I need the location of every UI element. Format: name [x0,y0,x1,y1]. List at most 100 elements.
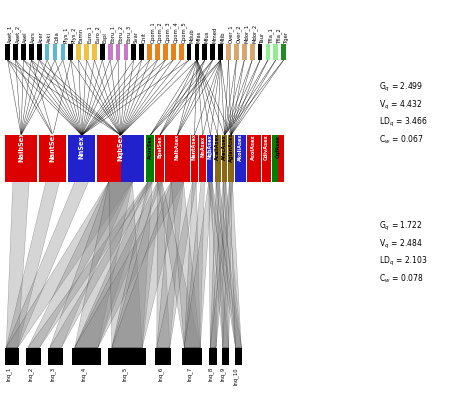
Text: Mdor_2: Mdor_2 [252,24,258,43]
Bar [139,45,144,60]
Text: LD$_{q}$ = 2.103: LD$_{q}$ = 2.103 [379,255,427,268]
Text: AfecAsex: AfecAsex [222,134,227,160]
Bar [76,45,81,60]
Bar [72,348,101,365]
Bar [68,45,73,60]
Text: G$_{q}$ = 2.499: G$_{q}$ = 2.499 [379,81,423,94]
Text: AglanAsex: AglanAsex [228,132,234,162]
Bar [108,45,112,60]
Bar [242,45,246,60]
Bar [273,158,278,182]
Polygon shape [209,182,216,348]
Bar [273,135,278,158]
Text: NantSex: NantSex [50,131,56,162]
Text: Aars: Aars [31,32,36,43]
Bar [226,45,231,60]
Text: Mtib: Mtib [220,32,226,43]
Bar [247,135,261,158]
Text: V$_{q}$ = 4.432: V$_{q}$ = 4.432 [379,98,422,112]
Polygon shape [28,182,132,348]
Text: Onit: Onit [142,32,147,43]
Text: Svar: Svar [134,32,139,43]
Text: Ebru_2: Ebru_2 [118,25,124,43]
Polygon shape [157,182,196,348]
Text: Taur: Taur [260,32,265,43]
Text: Tfla_2: Tfla_2 [276,28,282,43]
Polygon shape [112,182,183,348]
Bar [234,45,239,60]
Bar [155,158,164,182]
Bar [124,45,128,60]
Bar [29,45,34,60]
Text: AcallAsex: AcallAsex [215,133,220,160]
Text: Aaet_1: Aaet_1 [8,25,13,43]
Polygon shape [75,182,132,348]
Text: Euro_2: Euro_2 [94,26,100,43]
Bar [27,348,41,365]
Text: Inq_2: Inq_2 [28,367,34,381]
Polygon shape [216,182,228,348]
Text: AkoliAsex: AkoliAsex [238,133,243,161]
Text: Euro_1: Euro_1 [87,26,92,43]
Text: Inq_7: Inq_7 [187,367,192,381]
Polygon shape [157,182,170,348]
Text: Plys_1: Plys_1 [63,27,69,43]
Text: Opom_4: Opom_4 [173,22,179,43]
Bar [39,135,66,158]
Bar [273,45,278,60]
Text: Mmed: Mmed [213,27,218,43]
Bar [235,348,242,365]
Text: Tfla_1: Tfla_1 [268,28,273,43]
Bar [116,45,120,60]
Polygon shape [28,182,152,348]
Bar [179,45,183,60]
Polygon shape [6,182,29,348]
Text: NqbSex: NqbSex [118,133,124,161]
Bar [258,45,263,60]
Text: C$_{w}$ = 0.078: C$_{w}$ = 0.078 [379,272,423,285]
Text: CdivAsex: CdivAsex [264,134,269,160]
Polygon shape [171,182,200,348]
Polygon shape [223,182,232,348]
Text: CqfAsex: CqfAsex [275,136,281,158]
Bar [84,45,89,60]
Bar [210,348,217,365]
Polygon shape [157,182,183,348]
Text: Plys_2: Plys_2 [71,27,76,43]
Bar [235,135,246,158]
Bar [182,348,202,365]
Bar [53,45,57,60]
Bar [45,45,49,60]
Polygon shape [50,182,152,348]
Bar [5,45,10,60]
Polygon shape [184,182,212,348]
Polygon shape [75,182,183,348]
Bar [207,135,213,158]
Polygon shape [6,182,132,348]
Bar [199,135,206,158]
Text: AcuvSex: AcuvSex [148,135,153,159]
Polygon shape [112,182,152,348]
Bar [187,45,191,60]
Text: Ebru_3: Ebru_3 [126,25,132,43]
Text: AsolAsex: AsolAsex [251,134,256,160]
Bar [165,158,190,182]
Bar [13,45,18,60]
Text: Over_1: Over_1 [228,25,234,43]
Text: Aski: Aski [47,32,52,43]
Bar [163,45,168,60]
Bar [235,158,246,182]
Text: Eamn: Eamn [79,28,83,43]
Polygon shape [50,182,132,348]
Bar [146,135,155,158]
Bar [48,348,63,365]
Bar [222,348,229,365]
Polygon shape [210,182,232,348]
Text: Opom_2: Opom_2 [157,22,163,43]
Bar [39,158,66,182]
Text: Mdub: Mdub [189,29,194,43]
Bar [68,135,95,158]
Text: NnAsex: NnAsex [200,136,205,158]
Bar [247,158,261,182]
Text: LD$_{q}$ = 3.466: LD$_{q}$ = 3.466 [379,116,427,129]
